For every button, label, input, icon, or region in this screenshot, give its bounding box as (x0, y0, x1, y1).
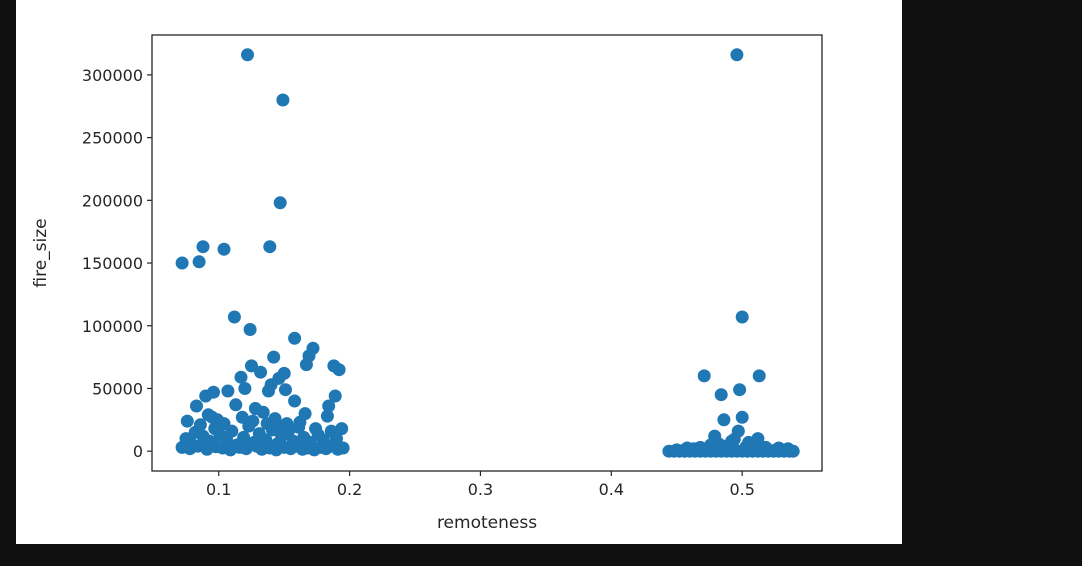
y-tick-label: 250000 (82, 129, 143, 148)
scatter-point (786, 444, 800, 458)
plot-frame (151, 34, 823, 472)
scatter-point (196, 240, 210, 254)
scatter-point (217, 242, 231, 256)
scatter-point (735, 310, 749, 324)
x-tick-label: 0.3 (468, 480, 493, 499)
scatter-point (714, 388, 728, 402)
scatter-point (293, 415, 307, 429)
scatter-point (205, 410, 219, 424)
scatter-point (267, 350, 281, 364)
scatter-point (192, 255, 206, 269)
scatter-point (243, 323, 257, 336)
scatter-point (279, 383, 292, 397)
scatter-point (193, 418, 207, 432)
scatter-point (676, 443, 690, 457)
scatter-point (320, 409, 334, 423)
scatter-point (190, 399, 203, 413)
scatter-point (221, 384, 235, 398)
scatter-point (288, 394, 302, 408)
scatter-point (273, 419, 287, 433)
scatter-point (703, 443, 716, 457)
scatter-point (322, 399, 336, 413)
scatter-point (237, 430, 251, 444)
y-axis: 0 50000 100000 150000 200000 250000 300000 (82, 66, 152, 461)
scatter-point (717, 413, 731, 427)
x-tick-label: 0.5 (729, 480, 754, 499)
scatter-point (229, 398, 243, 412)
scatter-point (225, 424, 239, 438)
scatter-point (239, 442, 253, 456)
scatter-point (729, 443, 743, 457)
y-axis-label: fire_size (31, 218, 51, 287)
scatter-point (288, 331, 302, 345)
scatter-point (768, 443, 782, 457)
scatter-point (727, 432, 741, 446)
scatter-chart: 0.1 0.2 0.3 0.4 0.5 0 50000 100000 150000 200000… (31, 34, 823, 533)
scatter-point (336, 441, 350, 455)
x-tick-label: 0.1 (206, 480, 231, 499)
y-tick-label: 150000 (82, 254, 143, 273)
scatter-point (175, 256, 189, 270)
scatter-point (260, 417, 274, 431)
scatter-point (730, 48, 744, 62)
scatter-point (335, 422, 349, 436)
scatter-points (175, 48, 800, 458)
scatter-point (199, 389, 213, 403)
scatter-point (332, 363, 346, 377)
x-tick-label: 0.4 (599, 480, 624, 499)
scatter-point (180, 414, 194, 428)
scatter-point (712, 437, 726, 451)
scatter-point (254, 365, 268, 379)
x-axis: 0.1 0.2 0.3 0.4 0.5 (206, 471, 755, 499)
scatter-point (245, 359, 258, 373)
scatter-point (755, 443, 769, 457)
scatter-point (262, 384, 275, 398)
scatter-point (744, 438, 758, 452)
scatter-point (227, 310, 241, 324)
scatter-point (234, 370, 248, 384)
scatter-point (752, 369, 766, 383)
scatter-point (328, 389, 342, 403)
scatter-point (246, 414, 260, 428)
x-tick-label: 0.2 (337, 480, 362, 499)
figure-canvas: 0.1 0.2 0.3 0.4 0.5 0 50000 100000 150000 200000… (16, 0, 902, 544)
y-tick-label: 300000 (82, 66, 143, 85)
scatter-point (273, 196, 287, 210)
scatter-point (263, 240, 277, 254)
scatter-point (733, 383, 747, 397)
scatter-point (299, 358, 313, 372)
y-tick-label: 200000 (82, 191, 143, 210)
scatter-point (735, 410, 749, 424)
y-tick-label: 0 (133, 442, 143, 461)
scatter-point (241, 48, 254, 62)
y-tick-label: 100000 (82, 317, 143, 336)
y-tick-label: 50000 (92, 379, 143, 398)
scatter-point (238, 382, 252, 395)
scatter-point (276, 93, 290, 107)
x-axis-label: remoteness (437, 513, 537, 533)
scatter-point (697, 369, 711, 383)
scatter-point (256, 405, 270, 419)
